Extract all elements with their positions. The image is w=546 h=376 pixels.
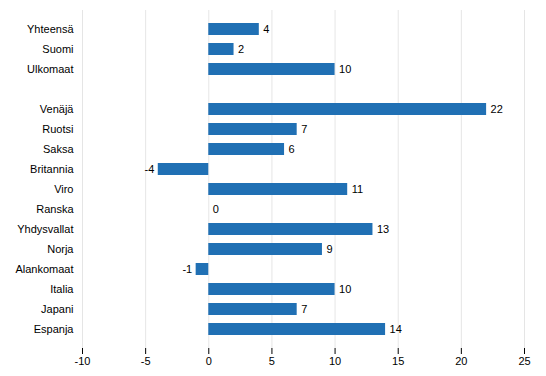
svg-text:Venäjä: Venäjä: [40, 103, 75, 115]
svg-text:10: 10: [339, 283, 351, 295]
svg-text:Suomi: Suomi: [42, 43, 73, 55]
svg-text:Japani: Japani: [41, 303, 73, 315]
svg-text:0: 0: [206, 355, 212, 367]
svg-text:14: 14: [390, 323, 402, 335]
svg-text:Norja: Norja: [47, 243, 74, 255]
svg-text:10: 10: [329, 355, 341, 367]
svg-text:11: 11: [352, 183, 363, 195]
svg-text:Yhdysvallat: Yhdysvallat: [17, 223, 73, 235]
svg-text:0: 0: [213, 203, 219, 215]
svg-text:6: 6: [289, 143, 295, 155]
svg-text:-5: -5: [141, 355, 151, 367]
svg-text:-1: -1: [182, 263, 192, 275]
svg-text:22: 22: [491, 103, 503, 115]
svg-text:Viro: Viro: [54, 183, 73, 195]
svg-text:Alankomaat: Alankomaat: [15, 263, 73, 275]
svg-text:Ruotsi: Ruotsi: [42, 123, 73, 135]
svg-text:7: 7: [301, 303, 307, 315]
svg-text:Ulkomaat: Ulkomaat: [27, 63, 73, 75]
svg-text:2: 2: [238, 43, 244, 55]
svg-text:Italia: Italia: [50, 283, 74, 295]
svg-text:9: 9: [326, 243, 332, 255]
svg-text:25: 25: [518, 355, 530, 367]
svg-text:Espanja: Espanja: [34, 323, 75, 335]
svg-text:-10: -10: [75, 355, 91, 367]
svg-text:4: 4: [263, 23, 269, 35]
svg-text:7: 7: [301, 123, 307, 135]
svg-text:Yhteensä: Yhteensä: [27, 23, 74, 35]
svg-text:20: 20: [455, 355, 467, 367]
svg-text:Britannia: Britannia: [30, 163, 74, 175]
svg-text:13: 13: [377, 223, 389, 235]
svg-text:15: 15: [392, 355, 404, 367]
svg-text:-4: -4: [144, 163, 154, 175]
svg-text:Saksa: Saksa: [43, 143, 74, 155]
svg-text:Ranska: Ranska: [36, 203, 74, 215]
svg-text:10: 10: [339, 63, 351, 75]
svg-text:5: 5: [269, 355, 275, 367]
